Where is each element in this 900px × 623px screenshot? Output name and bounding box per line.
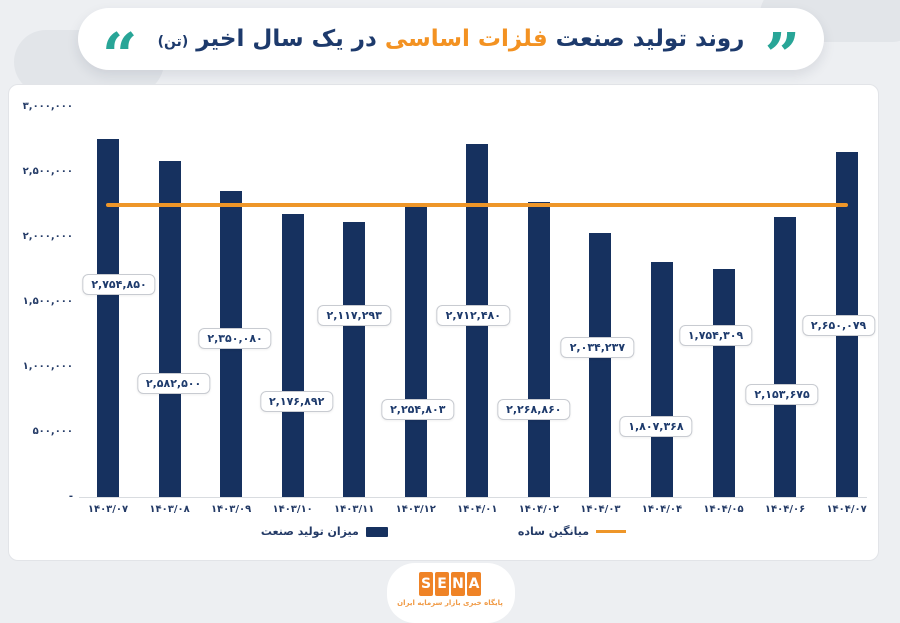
y-axis-label: - xyxy=(68,491,73,502)
x-axis-label: ۱۴۰۳/۱۱ xyxy=(334,504,375,515)
bar-chart: ۳,۰۰۰,۰۰۰ ۲,۵۰۰,۰۰۰ ۲,۰۰۰,۰۰۰ ۱,۵۰۰,۰۰۰ ۱,۰۰… xyxy=(9,85,878,560)
value-label: ۲,۱۵۳,۶۷۵ xyxy=(745,384,819,405)
open-quote-icon: “ xyxy=(101,19,138,92)
y-axis-label: ۳,۰۰۰,۰۰۰ xyxy=(22,101,73,112)
sena-tagline: پایگاه خبری بازار سرمایه ایران xyxy=(397,599,503,607)
bar xyxy=(281,214,304,497)
sena-logo-letter: N xyxy=(451,572,465,596)
value-label: ۲,۷۵۴,۸۵۰ xyxy=(82,274,156,295)
title-part-a: روند تولید صنعت xyxy=(555,26,745,52)
footer: S E N A پایگاه خبری بازار سرمایه ایران xyxy=(0,572,900,607)
value-label: ۲,۱۱۷,۲۹۳ xyxy=(317,305,391,326)
value-label: ۲,۰۳۴,۲۳۷ xyxy=(560,337,635,358)
bar xyxy=(527,202,550,497)
y-axis-label: ۲,۰۰۰,۰۰۰ xyxy=(22,231,73,242)
bar xyxy=(589,233,612,497)
line-swatch-icon xyxy=(596,530,627,533)
x-axis-label: ۱۴۰۳/۰۹ xyxy=(210,504,252,515)
y-axis-label: ۱,۵۰۰,۰۰۰ xyxy=(22,296,73,307)
value-label: ۱,۸۰۷,۳۶۸ xyxy=(619,416,693,437)
title-unit: (تن) xyxy=(157,34,189,50)
chart-title-banner: “ روند تولید صنعت فلزات اساسی در یک سال … xyxy=(78,8,824,87)
x-axis-label: ۱۴۰۴/۰۶ xyxy=(764,504,806,515)
x-axis-label: ۱۴۰۳/۱۲ xyxy=(395,504,436,515)
sena-logo-letter: E xyxy=(435,572,449,596)
value-label: ۲,۶۵۰,۰۷۹ xyxy=(801,315,876,336)
x-axis-line xyxy=(79,497,867,498)
bar xyxy=(343,222,366,497)
close-quote-icon: ” xyxy=(764,19,801,92)
sena-logo: S E N A xyxy=(419,572,481,596)
x-axis-label: ۱۴۰۳/۰۸ xyxy=(149,504,190,515)
legend-item-production: میزان تولید صنعت xyxy=(261,525,388,538)
value-label: ۲,۵۸۲,۵۰۰ xyxy=(136,373,211,394)
x-axis-label: ۱۴۰۳/۰۷ xyxy=(87,504,129,515)
y-axis-label: ۵۰۰,۰۰۰ xyxy=(32,426,73,437)
bar xyxy=(650,262,673,497)
legend-label-average: میانگین ساده xyxy=(517,525,590,538)
x-axis-label: ۱۴۰۴/۰۳ xyxy=(580,504,621,515)
value-label: ۲,۳۵۰,۰۸۰ xyxy=(198,328,272,349)
bar xyxy=(712,269,735,497)
x-axis-label: ۱۴۰۳/۱۰ xyxy=(272,504,313,515)
value-label: ۱,۷۵۴,۳۰۹ xyxy=(678,325,753,346)
bar xyxy=(774,217,797,497)
x-axis-label: ۱۴۰۴/۰۷ xyxy=(826,504,867,515)
page-title: روند تولید صنعت فلزات اساسی در یک سال اخ… xyxy=(158,26,745,52)
average-line xyxy=(106,203,848,207)
sena-logo-letter: S xyxy=(419,572,433,596)
title-highlight: فلزات اساسی xyxy=(384,26,548,52)
legend-item-average: میانگین ساده xyxy=(517,525,627,538)
title-part-b: در یک سال اخیر xyxy=(196,26,377,52)
y-axis-label: ۱,۰۰۰,۰۰۰ xyxy=(22,361,73,372)
sena-logo-letter: A xyxy=(467,572,481,596)
bar xyxy=(97,139,119,497)
legend-label-production: میزان تولید صنعت xyxy=(260,525,359,538)
bar xyxy=(404,204,427,497)
value-label: ۲,۷۱۲,۴۸۰ xyxy=(436,305,510,326)
bar xyxy=(158,161,181,497)
bar-swatch-icon xyxy=(365,526,388,537)
x-axis-label: ۱۴۰۴/۰۱ xyxy=(457,504,498,515)
value-label: ۲,۱۷۶,۸۹۲ xyxy=(259,391,334,412)
y-axis-label: ۲,۵۰۰,۰۰۰ xyxy=(22,166,73,177)
chart-legend: میزان تولید صنعت میانگین ساده xyxy=(9,525,878,538)
chart-card: ۳,۰۰۰,۰۰۰ ۲,۵۰۰,۰۰۰ ۲,۰۰۰,۰۰۰ ۱,۵۰۰,۰۰۰ ۱,۰۰… xyxy=(8,84,879,561)
x-axis-label: ۱۴۰۴/۰۵ xyxy=(703,504,744,515)
x-axis-label: ۱۴۰۴/۰۴ xyxy=(641,504,683,515)
x-axis-label: ۱۴۰۴/۰۲ xyxy=(518,504,559,515)
value-label: ۲,۲۶۸,۸۶۰ xyxy=(497,399,571,420)
value-label: ۲,۲۵۴,۸۰۳ xyxy=(381,399,455,420)
